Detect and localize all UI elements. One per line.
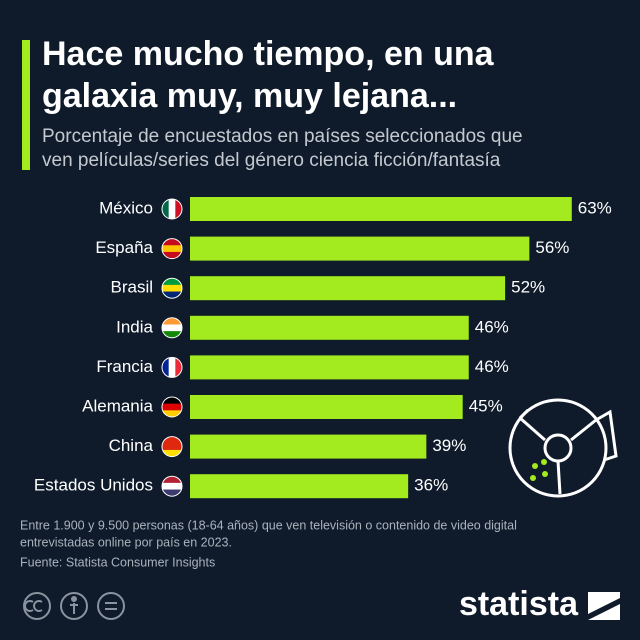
category-label: México (99, 198, 153, 217)
flag-stripe (162, 436, 182, 444)
category-label: China (109, 436, 154, 455)
bar (190, 434, 427, 459)
category-label: Francia (96, 357, 153, 376)
flag-stripe (175, 199, 182, 219)
flag-border (161, 396, 183, 418)
source: Fuente: Statista Consumer Insights (20, 555, 215, 569)
value-label: 39% (432, 436, 466, 455)
flag-stripe (162, 251, 182, 259)
flag-border (161, 436, 183, 458)
accent-bar (22, 40, 30, 170)
chart-title: Hace mucho tiempo, en una (42, 35, 495, 73)
bar (190, 395, 463, 419)
flag-stripe (162, 489, 182, 497)
flag-stripe (162, 317, 182, 325)
flag-stripe (162, 403, 182, 411)
bar (190, 355, 469, 380)
flag-stripe (162, 476, 182, 484)
flag-stripe (162, 238, 182, 246)
chart-subtitle: Porcentaje de encuestados en países sele… (42, 126, 523, 147)
category-label: España (95, 238, 153, 257)
note: entrevistadas online por país en 2023. (20, 535, 232, 549)
bar (190, 276, 506, 301)
flag-stripe (162, 482, 182, 491)
flag-icon (161, 238, 183, 260)
flag-icon (161, 475, 183, 497)
flag-stripe (162, 449, 182, 457)
flag-stripe (162, 291, 182, 299)
flag-stripe (162, 324, 182, 332)
bar (190, 315, 469, 340)
flag-border (161, 198, 183, 220)
flag-stripe (175, 357, 182, 378)
flag-stripe (162, 284, 182, 293)
flag-stripe (162, 278, 182, 286)
flag-stripe (168, 199, 176, 219)
flag-icon (161, 317, 183, 339)
chart-title: galaxia muy, muy lejana... (42, 77, 457, 115)
flag-stripe (162, 357, 170, 378)
value-label: 63% (578, 198, 612, 217)
flag-border (161, 356, 183, 378)
license-icons (23, 592, 125, 620)
bar (190, 197, 572, 221)
note: Entre 1.900 y 9.500 personas (18-64 años… (20, 518, 517, 532)
flag-border (161, 317, 183, 339)
chart-subtitle: ven películas/series del género ciencia … (42, 150, 501, 171)
value-label: 52% (511, 278, 545, 297)
category-label: Alemania (82, 396, 153, 415)
value-label: 56% (535, 238, 569, 257)
bar (190, 474, 409, 499)
flag-stripe (168, 357, 176, 378)
category-label: India (116, 317, 153, 336)
flag-stripe (162, 245, 182, 253)
flag-icon (161, 277, 183, 299)
value-label: 45% (469, 396, 503, 415)
flag-border (161, 238, 183, 260)
flag-stripe (162, 443, 182, 451)
bar (190, 236, 530, 261)
value-label: 46% (475, 357, 509, 376)
value-label: 46% (475, 317, 509, 336)
flag-icon (161, 198, 183, 220)
category-label: Estados Unidos (34, 476, 153, 495)
value-label: 36% (414, 476, 448, 495)
brand: statista (459, 585, 579, 623)
brand-logo (588, 592, 620, 620)
flag-border (161, 475, 183, 497)
flag-icon (161, 396, 183, 418)
flag-border (161, 277, 183, 299)
spaceship-icon (508, 398, 618, 498)
flag-stripe (162, 410, 182, 417)
flag-stripe (162, 331, 182, 338)
flag-stripe (162, 199, 170, 219)
flag-stripe (162, 397, 182, 405)
flag-icon (161, 436, 183, 458)
flag-icon (161, 356, 183, 378)
category-label: Brasil (110, 278, 153, 297)
